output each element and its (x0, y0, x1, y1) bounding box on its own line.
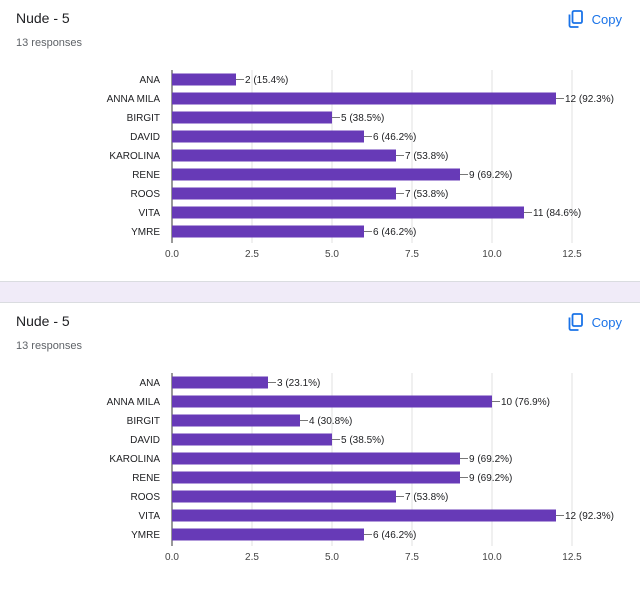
bar (172, 414, 300, 427)
bar-chart: 0.0 2.5 5.0 7.5 10.0 12.5 ANA 3 (23.1%) ANNA MIL… (107, 373, 614, 563)
x-tick-label: 10.0 (482, 249, 502, 260)
category-label: RENE (132, 473, 160, 484)
x-tick-label: 2.5 (245, 249, 259, 260)
category-label: DAVID (130, 435, 160, 446)
category-label: VITA (139, 208, 161, 219)
copy-label: Copy (591, 11, 622, 27)
section-divider (0, 281, 640, 303)
x-tick-label: 7.5 (405, 552, 419, 563)
question-card: Nude - 5 13 responses Copy 0.0 2.5 5.0 7.5 1… (0, 0, 640, 281)
bar (172, 149, 396, 162)
category-label: YMRE (131, 530, 160, 541)
x-tick-label: 12.5 (562, 552, 582, 563)
copy-button[interactable]: Copy (568, 311, 622, 333)
bar-chart: 0.0 2.5 5.0 7.5 10.0 12.5 ANA 2 (15.4%) ANNA MIL… (107, 70, 614, 260)
bar-value-label: 6 (46.2%) (373, 132, 416, 143)
category-label: BIRGIT (127, 416, 160, 427)
bar-value-label: 7 (53.8%) (405, 492, 448, 503)
bar-value-label: 12 (92.3%) (565, 511, 614, 522)
question-card: Nude - 5 13 responses Copy 0.0 2.5 5.0 7.5 1… (0, 303, 640, 593)
question-title: Nude - 5 (16, 10, 70, 26)
question-title: Nude - 5 (16, 313, 70, 329)
bar (172, 92, 556, 105)
category-label: ROOS (131, 492, 161, 503)
bar (172, 225, 364, 238)
bar (172, 452, 460, 465)
response-count: 13 responses (16, 37, 83, 49)
bar (172, 471, 460, 484)
bar-value-label: 9 (69.2%) (469, 454, 512, 465)
response-count: 13 responses (16, 340, 83, 352)
bar-value-label: 10 (76.9%) (501, 397, 550, 408)
bar-value-label: 11 (84.6%) (533, 208, 581, 219)
copy-icon (568, 10, 583, 28)
bar (172, 509, 556, 522)
bar (172, 73, 236, 86)
x-tick-label: 5.0 (325, 249, 339, 260)
bar-value-label: 9 (69.2%) (469, 170, 512, 181)
category-label: KAROLINA (109, 454, 160, 465)
x-tick-label: 12.5 (562, 249, 582, 260)
bar-value-label: 4 (30.8%) (309, 416, 352, 427)
bar (172, 111, 332, 124)
bar (172, 528, 364, 541)
x-tick-label: 5.0 (325, 552, 339, 563)
category-label: YMRE (131, 227, 160, 238)
x-tick-label: 0.0 (165, 552, 179, 563)
bar (172, 130, 364, 143)
category-label: ANA (139, 75, 160, 86)
copy-button[interactable]: Copy (568, 8, 622, 30)
bar-value-label: 9 (69.2%) (469, 473, 512, 484)
bar-value-label: 7 (53.8%) (405, 151, 448, 162)
category-label: VITA (139, 511, 161, 522)
bar (172, 490, 396, 503)
bar (172, 168, 460, 181)
bar (172, 206, 524, 219)
category-label: DAVID (130, 132, 160, 143)
bar-value-label: 5 (38.5%) (341, 113, 384, 124)
bar-value-label: 2 (15.4%) (245, 75, 288, 86)
bar (172, 187, 396, 200)
bar (172, 376, 268, 389)
category-label: RENE (132, 170, 160, 181)
bar (172, 433, 332, 446)
bar-value-label: 5 (38.5%) (341, 435, 384, 446)
bar (172, 395, 492, 408)
category-label: KAROLINA (109, 151, 160, 162)
bar-value-label: 3 (23.1%) (277, 378, 320, 389)
bar-value-label: 6 (46.2%) (373, 530, 416, 541)
category-label: ROOS (131, 189, 161, 200)
category-label: BIRGIT (127, 113, 160, 124)
x-tick-label: 10.0 (482, 552, 502, 563)
x-tick-label: 7.5 (405, 249, 419, 260)
bar-value-label: 12 (92.3%) (565, 94, 614, 105)
copy-icon (568, 313, 583, 331)
copy-label: Copy (591, 314, 622, 330)
category-label: ANNA MILA (107, 94, 161, 105)
category-label: ANNA MILA (107, 397, 161, 408)
x-tick-label: 2.5 (245, 552, 259, 563)
x-tick-label: 0.0 (165, 249, 179, 260)
bar-value-label: 7 (53.8%) (405, 189, 448, 200)
category-label: ANA (139, 378, 160, 389)
bar-value-label: 6 (46.2%) (373, 227, 416, 238)
